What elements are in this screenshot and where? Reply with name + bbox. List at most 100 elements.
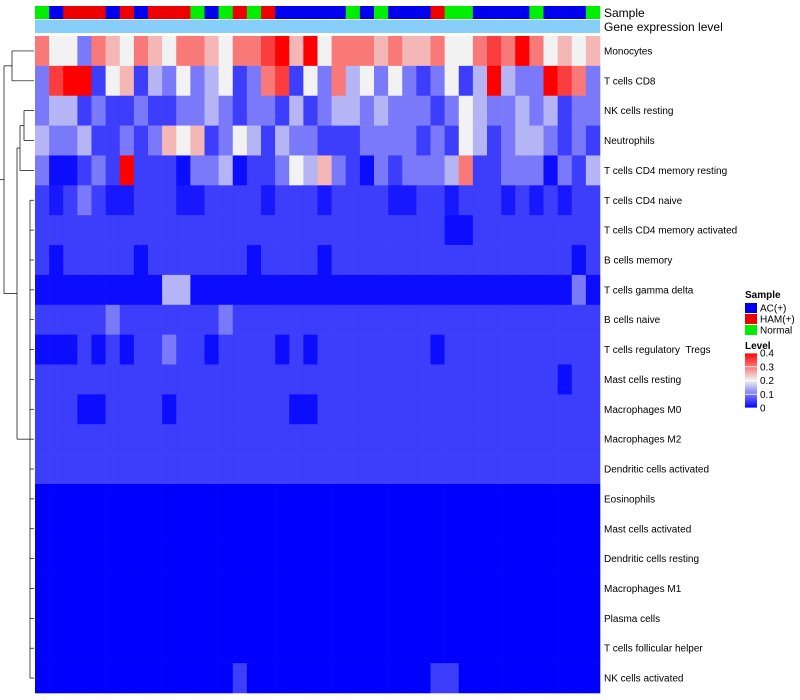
heatmap-cell	[105, 215, 121, 246]
heatmap-cell	[303, 95, 318, 126]
heatmap-cell	[458, 185, 474, 216]
heatmap-cell	[77, 155, 92, 186]
sample-annotation-cell	[331, 6, 347, 19]
heatmap-cell	[501, 155, 516, 186]
heatmap-cell	[487, 36, 502, 67]
heatmap-cell	[543, 483, 558, 515]
heatmap-cell	[529, 603, 544, 634]
heatmap-cell	[374, 155, 389, 186]
heatmap-cell	[275, 125, 290, 156]
heatmap-cell	[35, 36, 50, 67]
heatmap-cell	[458, 95, 474, 126]
row-labels: Monocytes T cells CD8 NK cells resting Neut…	[604, 46, 737, 684]
heatmap-cell	[190, 513, 205, 544]
heatmap-cell	[331, 36, 347, 67]
heatmap-cell	[77, 394, 92, 425]
heatmap-cell	[35, 454, 50, 485]
heatmap-cell	[543, 364, 558, 395]
heatmap-cell	[585, 95, 601, 126]
heatmap-cell	[176, 394, 191, 425]
heatmap-cell	[458, 155, 474, 186]
heatmap-cell	[430, 364, 445, 395]
heatmap-cell	[77, 454, 92, 485]
heatmap-cell	[585, 513, 601, 544]
heatmap-cell	[388, 304, 403, 335]
heatmap-cell	[472, 543, 488, 574]
heatmap-cell	[345, 65, 361, 97]
heatmap-cell	[77, 36, 92, 67]
heatmap-cell	[430, 513, 445, 544]
heatmap-cell	[148, 155, 163, 186]
heatmap-cell	[63, 245, 78, 276]
heatmap-cell	[571, 304, 587, 335]
heatmap-cell	[571, 603, 587, 634]
heatmap-cell	[317, 663, 332, 694]
heatmap-cell	[303, 125, 318, 156]
heatmap-cell	[529, 95, 544, 126]
heatmap-cell	[317, 454, 332, 485]
heatmap-cell	[557, 663, 573, 694]
level-legend-ticks: 0.4 0.3 0.2 0.1 0	[745, 349, 774, 415]
heatmap-cell	[63, 424, 78, 455]
heatmap-cell	[472, 454, 488, 485]
heatmap-cell	[359, 304, 375, 335]
row-label: B cells naive	[604, 315, 661, 326]
heatmap-cell	[374, 304, 389, 335]
heatmap-cell	[416, 394, 431, 425]
heatmap-cell	[345, 36, 361, 67]
heatmap-cell	[91, 663, 106, 694]
heatmap-cell	[232, 274, 248, 306]
heatmap-cell	[557, 36, 573, 67]
heatmap-cell	[246, 125, 262, 156]
heatmap-cell	[430, 573, 445, 604]
heatmap-cell	[359, 424, 375, 455]
heatmap-cell	[232, 364, 248, 395]
heatmap-cell	[35, 513, 50, 544]
row-label: Neutrophils	[604, 136, 655, 147]
heatmap-cell	[162, 155, 177, 186]
heatmap-cell	[359, 65, 375, 97]
heatmap-cell	[218, 513, 234, 544]
heatmap-cell	[501, 65, 516, 97]
heatmap-cell	[63, 185, 78, 216]
heatmap-cell	[501, 274, 516, 306]
heatmap-cell	[303, 603, 318, 634]
heatmap-cell	[246, 603, 262, 634]
heatmap-cell	[557, 364, 573, 395]
row-label: Macrophages M1	[604, 584, 682, 595]
heatmap-cell	[416, 633, 431, 664]
heatmap-cell	[176, 155, 191, 186]
heatmap-cell	[487, 245, 502, 276]
heatmap-cell	[515, 125, 530, 156]
heatmap-cell	[176, 304, 191, 335]
heatmap-cell	[331, 483, 347, 515]
heatmap-cell	[91, 394, 106, 425]
heatmap-cell	[359, 185, 375, 216]
heatmap-cell	[345, 245, 361, 276]
heatmap-cell	[331, 424, 347, 455]
heatmap-cell	[487, 185, 502, 216]
heatmap-cell	[416, 274, 431, 306]
heatmap-cell	[49, 543, 64, 574]
heatmap-cell	[444, 543, 460, 574]
heatmap-cell	[501, 334, 516, 365]
heatmap-cell	[119, 543, 135, 574]
heatmap-cell	[458, 663, 474, 694]
heatmap-cell	[543, 185, 558, 216]
heatmap-cell	[557, 215, 573, 246]
heatmap-cell	[232, 155, 248, 186]
heatmap-cell	[585, 424, 601, 455]
heatmap-cell	[49, 633, 64, 664]
heatmap-cell	[458, 215, 474, 246]
heatmap-cell	[515, 245, 530, 276]
row-label: T cells regulatory Tregs	[604, 345, 711, 356]
heatmap-cell	[501, 215, 516, 246]
heatmap-cell	[35, 633, 50, 664]
heatmap-cell	[515, 573, 530, 604]
row-label: T cells CD4 naive	[604, 196, 683, 207]
sample-annotation-cell	[303, 6, 318, 19]
heatmap-cell	[543, 125, 558, 156]
heatmap-cell	[430, 245, 445, 276]
heatmap-cell	[63, 454, 78, 485]
heatmap-cell	[317, 125, 332, 156]
